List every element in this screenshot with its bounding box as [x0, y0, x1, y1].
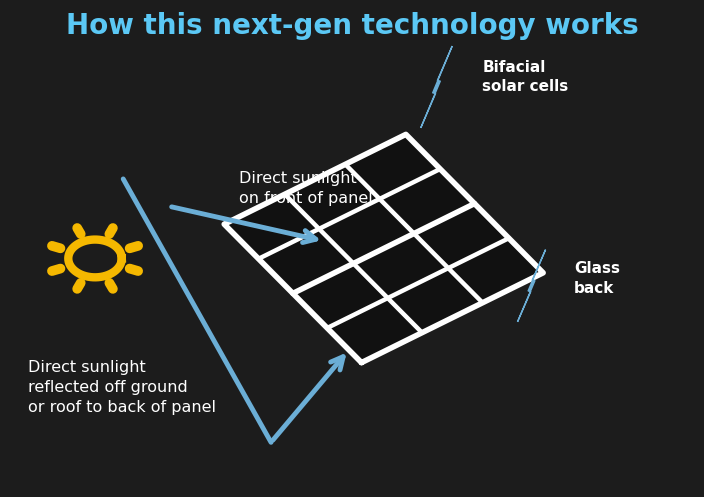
Polygon shape [224, 134, 543, 363]
Text: Direct sunlight
reflected off ground
or roof to back of panel: Direct sunlight reflected off ground or … [28, 360, 216, 415]
Text: Glass
back: Glass back [574, 261, 620, 296]
Polygon shape [421, 46, 452, 128]
Text: How this next-gen technology works: How this next-gen technology works [65, 12, 639, 40]
Polygon shape [517, 249, 546, 322]
Text: Bifacial
solar cells: Bifacial solar cells [482, 60, 569, 94]
Text: Direct sunlight
on front of panel: Direct sunlight on front of panel [239, 171, 373, 206]
